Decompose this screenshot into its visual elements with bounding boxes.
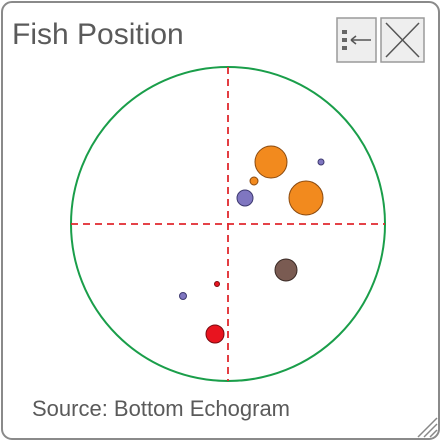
- icon: [342, 46, 347, 50]
- fish: [205, 324, 225, 344]
- source-note: Source: Bottom Echogram: [32, 396, 290, 421]
- icon: [342, 38, 347, 42]
- fish: [274, 258, 298, 282]
- icon: [385, 22, 420, 58]
- fish: [249, 176, 259, 186]
- icon: [350, 39, 357, 45]
- fish: [214, 281, 220, 287]
- resize-grip[interactable]: [417, 417, 438, 438]
- icon: [342, 30, 347, 34]
- fish: [288, 180, 324, 216]
- grip-line: [423, 423, 438, 438]
- collapse-button[interactable]: [336, 17, 377, 63]
- fish: [236, 189, 254, 207]
- sonar-display: [70, 66, 386, 382]
- close-button[interactable]: [380, 17, 425, 63]
- fish: [317, 158, 325, 166]
- grip-line: [429, 429, 438, 438]
- icon: [350, 35, 357, 41]
- grip-line: [417, 417, 438, 438]
- fish: [179, 292, 187, 300]
- fish: [254, 145, 288, 179]
- panel-title: Fish Position: [12, 18, 184, 51]
